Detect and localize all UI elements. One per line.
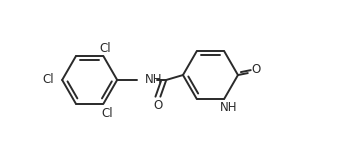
- Text: NH: NH: [219, 101, 237, 114]
- Text: NH: NH: [145, 73, 162, 86]
- Text: Cl: Cl: [101, 107, 113, 120]
- Text: O: O: [154, 99, 163, 112]
- Text: Cl: Cl: [100, 42, 111, 55]
- Text: Cl: Cl: [43, 73, 54, 86]
- Text: O: O: [251, 63, 260, 76]
